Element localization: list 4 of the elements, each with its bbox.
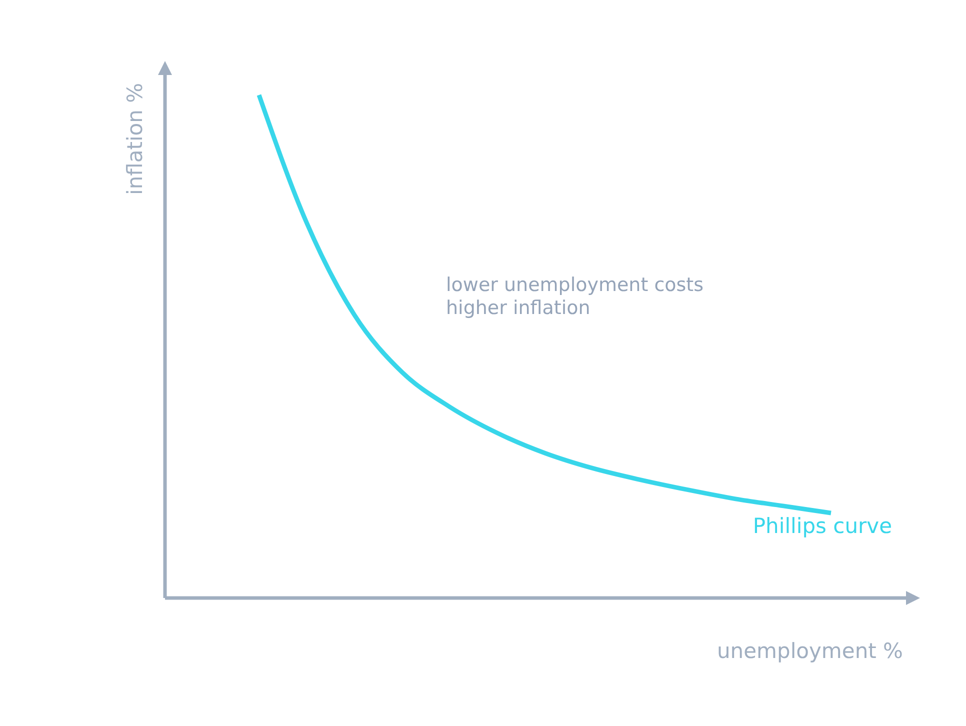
- annotation: lower unemployment costs higher inflation: [446, 274, 704, 319]
- series-label: Phillips curve: [752, 514, 892, 538]
- y-axis-title: inflation %: [123, 82, 147, 195]
- x-axis-title: unemployment %: [717, 639, 903, 663]
